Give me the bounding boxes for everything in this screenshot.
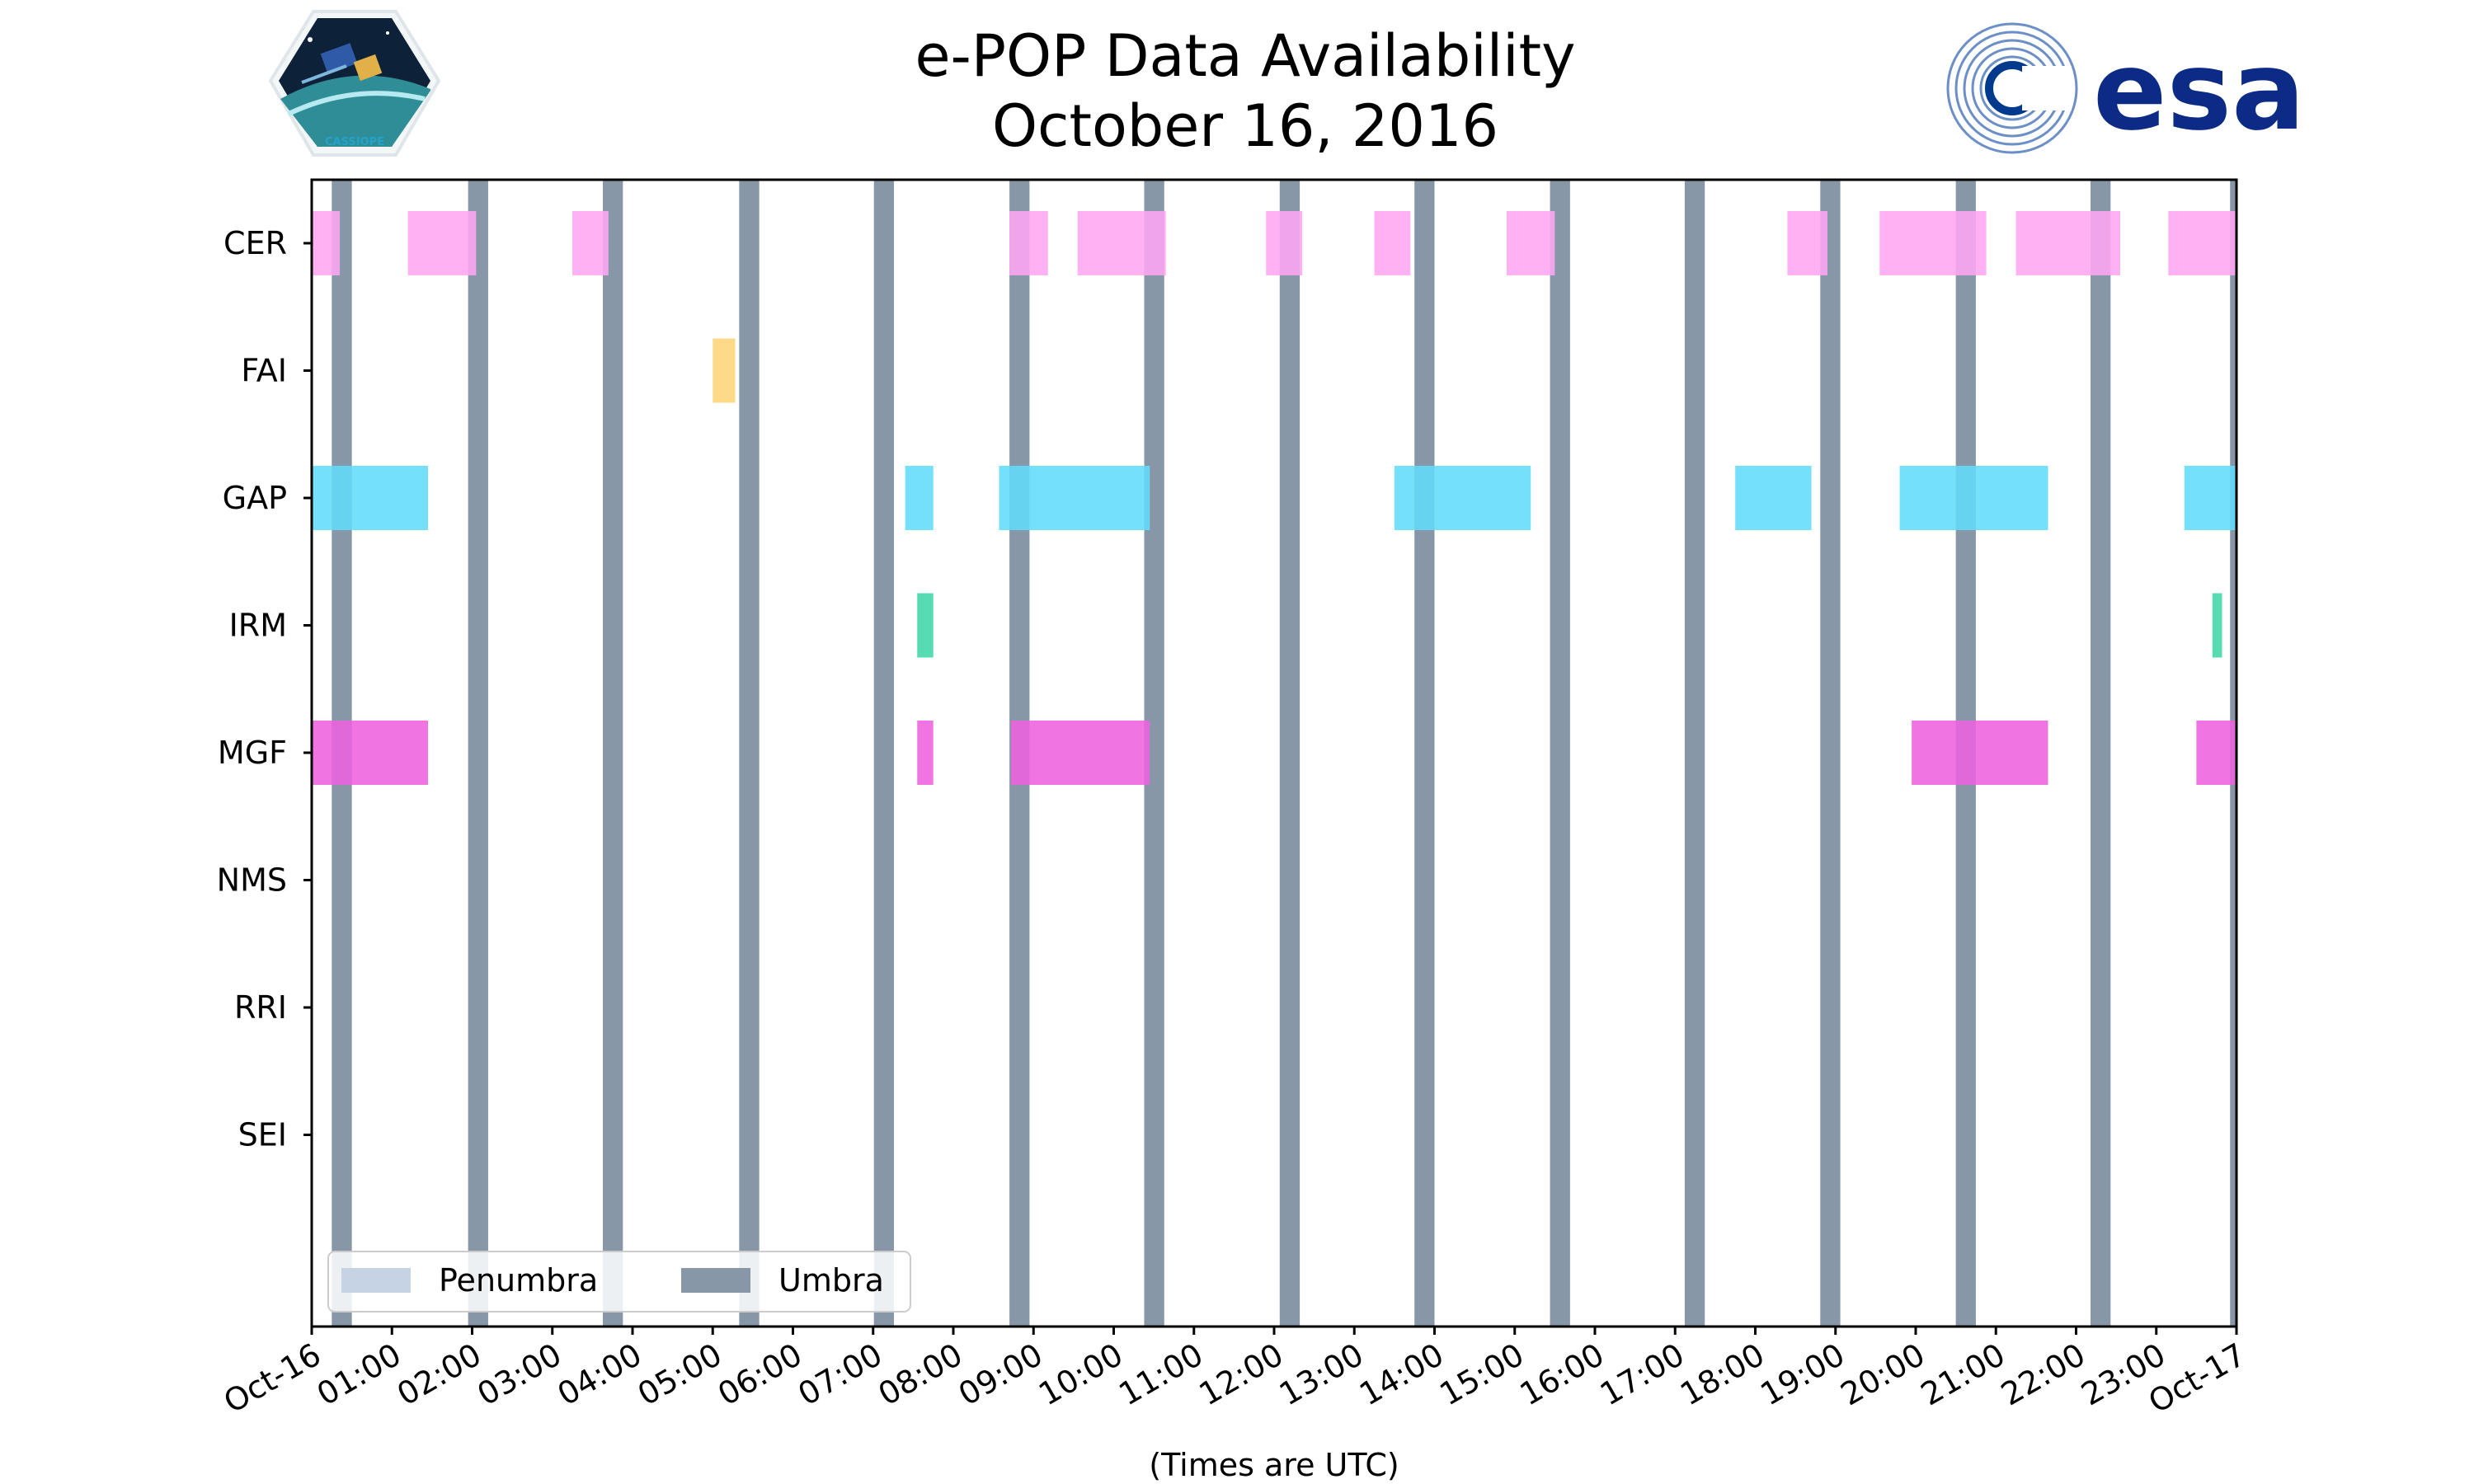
bar-cer-0 xyxy=(312,211,341,275)
x-tick-label-8: 08:00 xyxy=(872,1336,969,1413)
x-tick-label-11: 11:00 xyxy=(1112,1336,1209,1413)
x-tick-label-10: 10:00 xyxy=(1032,1336,1129,1413)
umbra-band-1 xyxy=(468,180,488,1327)
y-tick-label-irm: IRM xyxy=(229,608,287,644)
x-tick-label-12: 12:00 xyxy=(1193,1336,1290,1413)
bar-cer-10 xyxy=(2015,211,2120,275)
esa-wordmark: esa xyxy=(2093,28,2305,155)
umbra-band-10 xyxy=(1684,180,1705,1327)
bar-mgf-3 xyxy=(1912,721,2048,785)
bar-gap-2 xyxy=(999,466,1150,530)
bar-gap-4 xyxy=(1735,466,1812,530)
x-axis: Oct-1601:0002:0003:0004:0005:0006:0007:0… xyxy=(218,1327,2252,1421)
x-tick-label-13: 13:00 xyxy=(1273,1336,1370,1413)
bar-irm-1 xyxy=(2212,593,2222,658)
bar-mgf-4 xyxy=(2196,721,2236,785)
legend-penumbra-label: Penumbra xyxy=(439,1262,598,1298)
umbra-band-11 xyxy=(1820,180,1841,1327)
x-tick-label-7: 07:00 xyxy=(792,1336,888,1413)
y-axis: CER FAI GAP IRM MGF NMS RRI SEI xyxy=(217,225,312,1153)
x-tick-label-17: 17:00 xyxy=(1594,1336,1691,1413)
legend-umbra-label: Umbra xyxy=(778,1262,884,1298)
x-axis-label: (Times are UTC) xyxy=(1149,1447,1399,1483)
x-tick-label-0: Oct-16 xyxy=(218,1336,327,1421)
bar-cer-9 xyxy=(1879,211,1987,275)
bar-mgf-2 xyxy=(1011,721,1150,785)
esa-logo: esa xyxy=(1946,22,2305,155)
x-tick-label-18: 18:00 xyxy=(1674,1336,1771,1413)
x-tick-label-6: 06:00 xyxy=(712,1336,808,1413)
y-tick-label-gap: GAP xyxy=(223,480,287,516)
legend-box xyxy=(327,1251,911,1313)
bar-cer-1 xyxy=(407,211,477,275)
data-bars-layer xyxy=(312,211,2236,785)
bar-irm-0 xyxy=(917,593,934,658)
bar-gap-0 xyxy=(312,466,429,530)
x-tick-label-9: 09:00 xyxy=(952,1336,1049,1413)
x-tick-label-4: 04:00 xyxy=(552,1336,648,1413)
legend: Penumbra Umbra xyxy=(327,1251,911,1313)
y-tick-label-sei: SEI xyxy=(238,1117,287,1153)
bar-cer-5 xyxy=(1266,211,1303,275)
bar-cer-4 xyxy=(1077,211,1166,275)
chart-title-line-2: October 16, 2016 xyxy=(992,92,1498,160)
bar-cer-7 xyxy=(1507,211,1555,275)
bar-cer-11 xyxy=(2168,211,2236,275)
y-tick-label-rri: RRI xyxy=(234,989,287,1026)
umbra-band-3 xyxy=(739,180,760,1327)
bar-fai-0 xyxy=(713,338,736,403)
x-tick-label-1: 01:00 xyxy=(311,1336,407,1413)
x-tick-label-22: 22:00 xyxy=(1995,1336,2091,1413)
bar-cer-6 xyxy=(1374,211,1411,275)
umbra-band-13 xyxy=(2091,180,2111,1327)
bar-gap-3 xyxy=(1394,466,1531,530)
umbra-band-7 xyxy=(1279,180,1300,1327)
bar-cer-3 xyxy=(1009,211,1048,275)
x-tick-label-16: 16:00 xyxy=(1514,1336,1611,1413)
x-tick-label-21: 21:00 xyxy=(1915,1336,2011,1413)
umbra-layer xyxy=(332,180,2236,1327)
umbra-band-9 xyxy=(1550,180,1570,1327)
x-tick-label-3: 03:00 xyxy=(471,1336,567,1413)
umbra-band-4 xyxy=(873,180,895,1327)
legend-umbra-swatch xyxy=(681,1268,750,1293)
x-tick-label-5: 05:00 xyxy=(632,1336,728,1413)
esa-swirl-icon xyxy=(1946,22,2078,154)
y-tick-label-nms: NMS xyxy=(217,862,287,899)
bar-mgf-0 xyxy=(312,721,429,785)
bar-gap-5 xyxy=(1899,466,2048,530)
bar-gap-6 xyxy=(2184,466,2236,530)
y-tick-label-fai: FAI xyxy=(241,353,287,389)
umbra-band-8 xyxy=(1414,180,1435,1327)
y-tick-label-cer: CER xyxy=(223,225,287,261)
x-tick-label-2: 02:00 xyxy=(391,1336,487,1413)
x-tick-label-20: 20:00 xyxy=(1835,1336,1931,1413)
bar-gap-1 xyxy=(905,466,934,530)
legend-penumbra-swatch xyxy=(341,1268,411,1293)
x-tick-label-19: 19:00 xyxy=(1754,1336,1851,1413)
umbra-band-2 xyxy=(603,180,623,1327)
cassiope-logo-text: CASSIOPE xyxy=(325,136,384,148)
bar-cer-8 xyxy=(1787,211,1828,275)
x-tick-label-15: 15:00 xyxy=(1433,1336,1530,1413)
y-tick-label-mgf: MGF xyxy=(218,735,287,771)
x-tick-label-14: 14:00 xyxy=(1353,1336,1450,1413)
chart-title-line-1: e-POP Data Availability xyxy=(915,22,1575,90)
cassiope-mission-logo: CASSIOPE xyxy=(268,10,441,157)
bar-cer-2 xyxy=(572,211,609,275)
bar-mgf-1 xyxy=(917,721,934,785)
